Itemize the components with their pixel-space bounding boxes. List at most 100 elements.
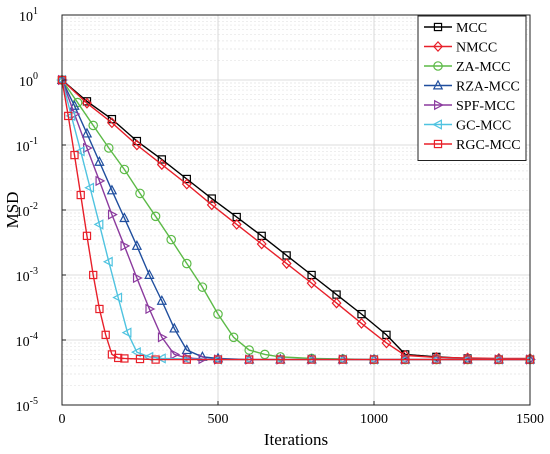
legend-marker xyxy=(434,99,444,111)
data-point-za-mcc xyxy=(182,258,192,269)
data-point-spf-mcc xyxy=(132,272,143,284)
data-point-rgc-mcc xyxy=(307,355,316,364)
legend-item-mcc: MCC xyxy=(424,21,487,36)
data-point-nmcc xyxy=(381,337,392,349)
legend-label: RZA-MCC xyxy=(456,80,520,95)
data-point-rgc-mcc xyxy=(82,231,92,241)
data-point-nmcc xyxy=(206,199,217,211)
legend-item-nmcc: NMCC xyxy=(424,41,497,56)
data-point-rgc-mcc xyxy=(89,270,98,280)
data-point-mcc xyxy=(207,194,216,203)
legend-box xyxy=(417,15,527,161)
series-rgc-mcc xyxy=(57,75,535,364)
data-point-rgc-mcc xyxy=(64,111,73,121)
data-point-rgc-mcc xyxy=(120,354,129,363)
data-point-rza-mcc xyxy=(181,344,192,355)
y-tick-label: 10-1 xyxy=(16,136,38,155)
data-point-nmcc xyxy=(131,139,142,151)
legend-marker xyxy=(432,119,442,130)
data-point-za-mcc xyxy=(150,211,161,222)
x-tick-label: 0 xyxy=(59,412,66,427)
legend-label: NMCC xyxy=(456,41,497,56)
legend-item-rgc-mcc: RGC-MCC xyxy=(424,138,521,153)
data-point-rza-mcc xyxy=(156,294,168,305)
data-point-rza-mcc xyxy=(119,212,130,223)
data-point-gc-mcc xyxy=(102,256,113,267)
legend-label: MCC xyxy=(456,21,487,36)
data-point-rza-mcc xyxy=(131,240,143,250)
legend-label: SPF-MCC xyxy=(456,99,515,114)
legend-marker xyxy=(433,61,443,71)
data-point-mcc xyxy=(157,155,167,164)
data-point-rgc-mcc xyxy=(151,355,160,364)
data-point-spf-mcc xyxy=(157,332,168,343)
data-point-spf-mcc xyxy=(170,349,181,360)
y-axis-label: MSD xyxy=(3,192,22,229)
legend-marker xyxy=(432,79,444,90)
y-tick-label: 10-5 xyxy=(16,396,38,415)
data-point-rza-mcc xyxy=(94,155,105,166)
data-point-rgc-mcc xyxy=(494,355,503,364)
y-tick-label: 10-4 xyxy=(16,331,38,350)
data-point-nmcc xyxy=(106,117,117,129)
legend-item-rza-mcc: RZA-MCC xyxy=(424,80,520,95)
data-point-za-mcc xyxy=(135,188,145,199)
legend-marker xyxy=(433,139,443,149)
data-point-rgc-mcc xyxy=(338,355,347,364)
x-axis-label: Iterations xyxy=(264,430,328,449)
y-tick-label: 10-3 xyxy=(16,266,38,285)
legend-marker xyxy=(432,40,444,53)
data-point-nmcc xyxy=(156,159,167,171)
data-point-rgc-mcc xyxy=(135,354,145,364)
data-point-za-mcc xyxy=(119,164,130,175)
data-point-rgc-mcc xyxy=(101,330,110,340)
data-point-rgc-mcc xyxy=(463,355,472,364)
data-point-za-mcc xyxy=(88,120,98,131)
data-point-rgc-mcc xyxy=(213,355,223,364)
data-point-rgc-mcc xyxy=(276,355,285,364)
data-point-nmcc xyxy=(256,238,267,250)
legend-label: GC-MCC xyxy=(456,119,511,134)
data-point-gc-mcc xyxy=(130,346,141,358)
data-point-spf-mcc xyxy=(107,209,118,220)
data-point-spf-mcc xyxy=(120,240,131,252)
data-point-za-mcc xyxy=(259,349,270,360)
data-point-nmcc xyxy=(281,258,292,270)
data-point-gc-mcc xyxy=(112,292,123,303)
data-point-rgc-mcc xyxy=(245,355,254,364)
data-point-nmcc xyxy=(81,97,92,109)
data-point-gc-mcc xyxy=(121,327,132,338)
y-tick-label: 101 xyxy=(19,6,38,25)
series-line-rgc-mcc xyxy=(61,79,530,361)
data-point-za-mcc xyxy=(197,282,208,292)
data-point-za-mcc xyxy=(213,309,223,319)
series-layer xyxy=(56,74,536,365)
data-point-nmcc xyxy=(356,317,367,329)
data-point-nmcc xyxy=(306,277,317,289)
x-tick-label: 1000 xyxy=(360,412,388,427)
x-tick-label: 500 xyxy=(208,412,229,427)
data-point-rza-mcc xyxy=(69,99,80,110)
axis-ticks: 0 500 1000 1500 10-5 10-4 10-3 10-2 10-1 100 101 xyxy=(16,6,544,427)
data-point-rgc-mcc xyxy=(76,190,85,200)
data-point-rza-mcc xyxy=(106,184,118,195)
data-point-gc-mcc xyxy=(155,353,166,364)
data-point-rgc-mcc xyxy=(95,304,104,314)
legend-item-za-mcc: ZA-MCC xyxy=(424,60,510,75)
data-point-za-mcc xyxy=(275,352,286,362)
data-point-za-mcc xyxy=(228,332,239,343)
data-point-rgc-mcc xyxy=(369,355,379,364)
legend-marker xyxy=(433,22,443,32)
data-point-rgc-mcc xyxy=(432,355,441,364)
data-point-za-mcc xyxy=(166,234,176,245)
y-tick-label: 100 xyxy=(19,71,38,90)
legend-label: ZA-MCC xyxy=(456,60,510,75)
legend-item-gc-mcc: GC-MCC xyxy=(424,119,511,134)
data-point-rgc-mcc xyxy=(182,355,191,364)
data-point-gc-mcc xyxy=(84,182,95,193)
data-point-rgc-mcc xyxy=(113,353,123,363)
data-point-za-mcc xyxy=(104,143,114,153)
y-tick-label: 10-2 xyxy=(16,201,38,220)
data-point-nmcc xyxy=(231,218,242,230)
